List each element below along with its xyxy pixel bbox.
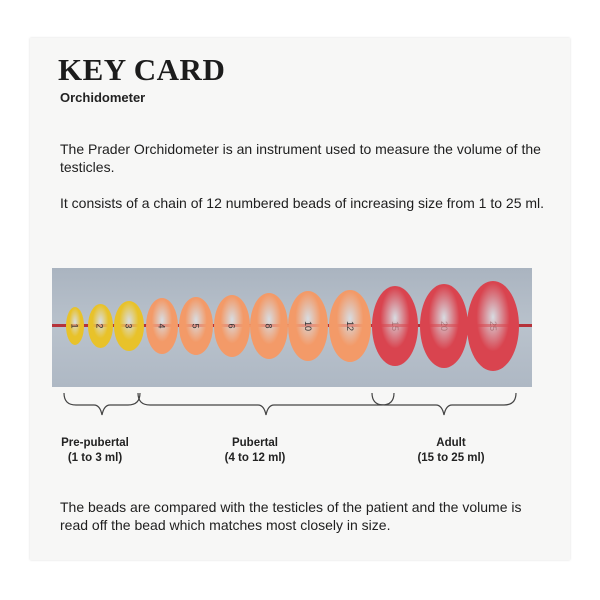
group-label-adult: Adult (15 to 25 ml) bbox=[396, 436, 506, 466]
brace-adult bbox=[371, 392, 517, 416]
bead-number: 25 bbox=[487, 320, 498, 332]
brace-pubertal bbox=[137, 392, 395, 416]
bead-1: 1 bbox=[66, 307, 84, 345]
group-range: (1 to 3 ml) bbox=[67, 452, 123, 464]
bead-25: 25 bbox=[467, 281, 519, 371]
group-range: (4 to 12 ml) bbox=[224, 452, 286, 464]
group-braces bbox=[63, 392, 517, 416]
intro-paragraph: The Prader Orchidometer is an instrument… bbox=[60, 141, 541, 175]
bead-5: 5 bbox=[179, 297, 213, 355]
group-range: (15 to 25 ml) bbox=[417, 452, 485, 464]
group-name: Pre-pubertal bbox=[61, 437, 129, 449]
subtitle: Orchidometer bbox=[60, 90, 146, 105]
group-label-pre-pubertal: Pre-pubertal (1 to 3 ml) bbox=[40, 436, 150, 466]
bead-number: 3 bbox=[123, 323, 134, 329]
instructions-paragraph: The beads are compared with the testicle… bbox=[60, 499, 522, 533]
description-paragraph: It consists of a chain of 12 numbered be… bbox=[60, 195, 545, 211]
bead-number: 8 bbox=[263, 323, 274, 329]
group-name: Adult bbox=[436, 437, 466, 449]
bead-number: 20 bbox=[438, 320, 449, 332]
bead-10: 10 bbox=[288, 291, 328, 361]
bead-3: 3 bbox=[114, 301, 144, 351]
bead-number: 4 bbox=[156, 323, 167, 329]
bead-15: 15 bbox=[372, 286, 418, 366]
page-title: KEY CARD bbox=[58, 52, 226, 87]
bead-number: 12 bbox=[344, 320, 355, 332]
bead-number: 15 bbox=[389, 320, 400, 332]
bead-6: 6 bbox=[214, 295, 250, 357]
bead-8: 8 bbox=[250, 293, 288, 359]
bead-number: 5 bbox=[190, 323, 201, 329]
bead-4: 4 bbox=[146, 298, 178, 354]
bead-number: 2 bbox=[94, 323, 105, 329]
group-label-pubertal: Pubertal (4 to 12 ml) bbox=[200, 436, 310, 466]
bead-12: 12 bbox=[329, 290, 371, 362]
orchidometer-photo: 1 2 3 4 5 6 8 10 12 15 20 25 bbox=[52, 268, 532, 387]
bead-20: 20 bbox=[420, 284, 468, 368]
bead-number: 6 bbox=[226, 323, 237, 329]
group-name: Pubertal bbox=[231, 437, 278, 449]
bead-number: 1 bbox=[69, 323, 80, 329]
bead-2: 2 bbox=[87, 304, 113, 348]
brace-pre-pubertal bbox=[63, 392, 141, 416]
bead-number: 10 bbox=[302, 320, 313, 332]
